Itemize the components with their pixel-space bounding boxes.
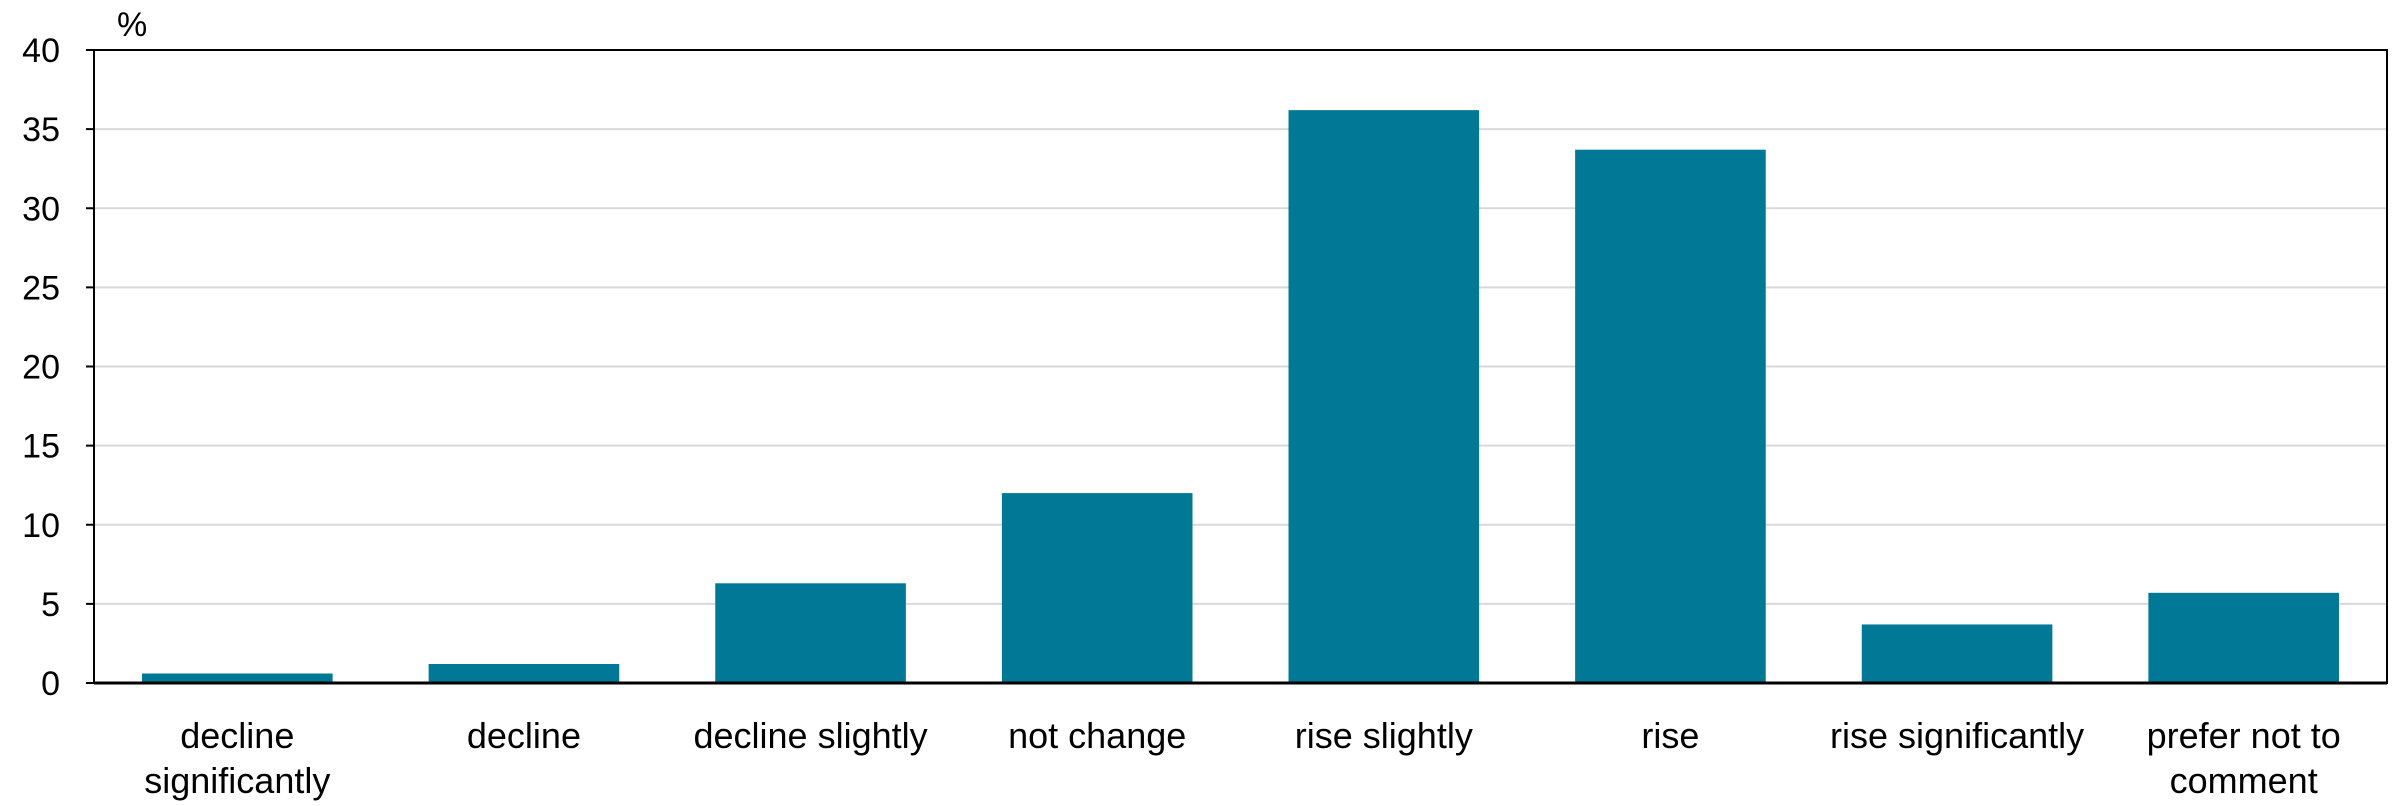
bar	[2148, 592, 2339, 683]
y-tick-label: 20	[22, 349, 60, 387]
bar	[1861, 624, 2053, 683]
y-tick-label: 40	[22, 32, 60, 70]
x-category-label-line: decline	[467, 715, 581, 756]
y-tick-label: 5	[41, 586, 60, 624]
x-category-label-line: comment	[2170, 760, 2318, 801]
x-category-label: not change	[1008, 715, 1186, 756]
x-category-label: decline slightly	[694, 715, 928, 756]
y-tick-label: 25	[22, 269, 60, 307]
x-category-label: decline significantly	[144, 715, 330, 801]
bars	[142, 110, 2339, 683]
x-category-label: rise	[1641, 715, 1699, 756]
y-tick-label: 35	[22, 111, 60, 149]
y-tick-labels: 0 5 10 15 20 25 30 35 40	[22, 32, 60, 703]
bar	[715, 583, 906, 683]
axes	[86, 49, 2388, 685]
y-tick-label: 30	[22, 190, 60, 228]
x-category-label-line: decline slightly	[694, 715, 928, 756]
x-category-label-line: prefer not to	[2147, 715, 2341, 756]
x-category-label: prefer not to comment	[2147, 715, 2341, 801]
x-category-label-line: significantly	[144, 760, 330, 801]
y-tick-label: 10	[22, 507, 60, 545]
x-category-label-line: rise significantly	[1830, 715, 2084, 756]
bar	[142, 673, 333, 683]
bar	[428, 664, 620, 683]
x-category-label: rise slightly	[1295, 715, 1473, 756]
grid-lines	[94, 128, 2387, 605]
x-category-label-line: rise slightly	[1295, 715, 1473, 756]
bar	[1288, 110, 1480, 683]
y-tick-label: 15	[22, 428, 60, 466]
x-category-label-line: rise	[1641, 715, 1699, 756]
y-unit-label: %	[117, 6, 147, 44]
bar	[1001, 493, 1193, 683]
x-category-label-line: decline	[180, 715, 294, 756]
x-category-label-line: not change	[1008, 715, 1186, 756]
bar	[1575, 149, 1766, 683]
x-category-label: rise significantly	[1830, 715, 2084, 756]
y-tick-label: 0	[41, 665, 60, 703]
x-category-label: decline	[467, 715, 581, 756]
